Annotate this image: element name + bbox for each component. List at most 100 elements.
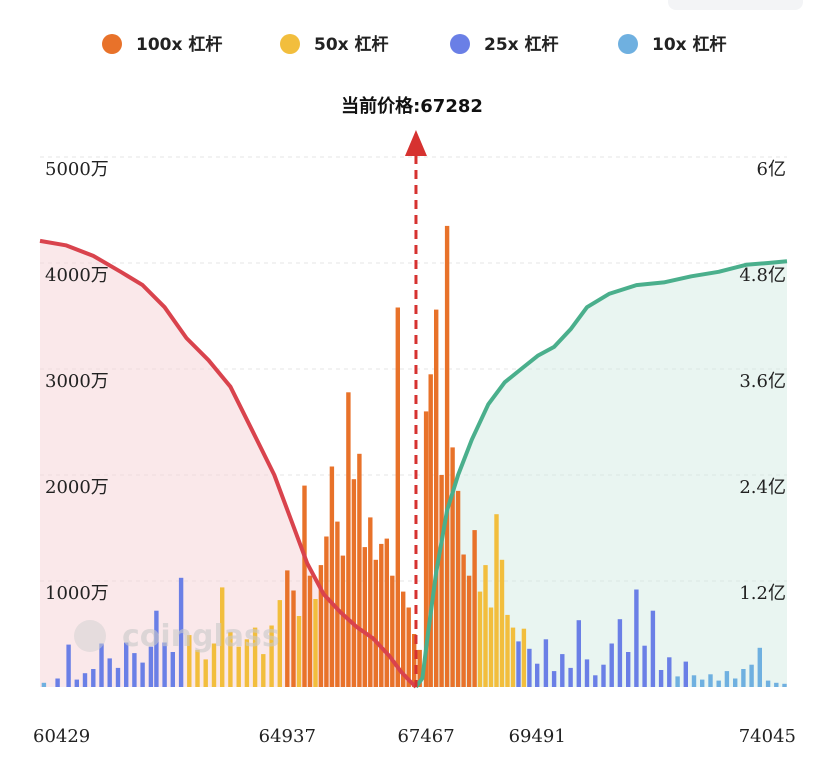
bar-89: [658, 670, 664, 687]
bar-47: [384, 538, 389, 687]
bar-73: [527, 648, 532, 687]
bar-57: [439, 475, 444, 687]
cumulative-short-area: [40, 240, 416, 687]
bar-53: [417, 649, 422, 687]
bar-75: [543, 639, 549, 687]
bar-32: [302, 485, 307, 687]
watermark: coinglass: [74, 619, 280, 654]
bar-99: [741, 669, 746, 687]
bar-31: [296, 616, 302, 687]
bar-3: [74, 679, 79, 687]
bar-4: [82, 673, 88, 687]
cumulative-short-line: [39, 238, 418, 689]
bar-24: [244, 639, 250, 687]
bar-9: [124, 642, 129, 687]
legend-label-25x: 25x 杠杆: [484, 34, 559, 55]
bar-2: [66, 644, 71, 687]
bar-76: [551, 671, 557, 687]
bar-34: [313, 599, 318, 687]
bar-93: [691, 675, 697, 687]
right-tick-label: 2.4亿: [739, 477, 786, 498]
left-tick-label: 2000万: [45, 477, 109, 498]
current-price-arrow: [404, 130, 427, 156]
bar-63: [472, 530, 477, 687]
bar-88: [650, 610, 656, 687]
bar-18: [195, 649, 200, 687]
bar-11: [140, 662, 145, 687]
current-price-label: 当前价格:67282: [341, 95, 483, 117]
legend-item-50x[interactable]: 50x 杠杆: [280, 34, 389, 55]
bar-55: [428, 374, 433, 687]
right-tick-label: 1.2亿: [739, 583, 786, 604]
bar-7: [107, 658, 112, 687]
bar-95: [708, 674, 713, 687]
bar-67: [494, 514, 499, 687]
bar-104: [782, 683, 787, 687]
bar-58: [444, 225, 450, 687]
bar-82: [601, 664, 606, 687]
bar-86: [634, 589, 639, 687]
right-tick-label: 3.6亿: [739, 371, 786, 392]
bar-20: [211, 643, 217, 687]
bar-25: [252, 627, 258, 687]
right-axis: 1.2亿 2.4亿 3.6亿 4.8亿 6亿: [739, 159, 786, 604]
bar-13: [154, 610, 159, 687]
legend-item-25x[interactable]: 25x 杠杆: [450, 34, 559, 55]
bar-46: [379, 543, 384, 687]
bar-41: [351, 479, 357, 687]
bar-98: [733, 678, 738, 687]
watermark-logo-icon: [74, 620, 106, 652]
cumulative-long-area: [416, 261, 787, 687]
bar-50: [401, 591, 406, 687]
bar-60: [455, 490, 461, 687]
bar-0: [41, 682, 47, 687]
right-tick-label: 6亿: [757, 159, 786, 180]
bar-92: [683, 661, 688, 687]
bar-84: [617, 619, 623, 687]
bar-22: [228, 631, 233, 687]
bar-43: [362, 547, 367, 687]
bar-51: [406, 607, 411, 687]
bar-71: [516, 641, 521, 687]
bar-15: [170, 652, 175, 687]
bar-8: [115, 667, 121, 687]
bar-36: [324, 536, 329, 687]
bar-79: [576, 620, 581, 687]
bar-90: [667, 657, 672, 687]
bar-81: [593, 675, 598, 687]
bar-101: [757, 647, 762, 687]
bar-38: [335, 521, 340, 687]
legend-label-10x: 10x 杠杆: [652, 34, 727, 55]
bar-62: [466, 575, 472, 687]
x-tick-label: 64937: [259, 726, 316, 747]
bar-70: [510, 627, 516, 687]
bar-35: [318, 565, 324, 687]
bar-10: [132, 653, 137, 687]
bar-61: [461, 554, 466, 687]
bar-14: [162, 642, 167, 687]
x-tick-label: 67467: [397, 726, 454, 747]
bar-17: [187, 635, 192, 687]
legend: 100x 杠杆 50x 杠杆 25x 杠杆 10x 杠杆: [102, 34, 727, 55]
bar-59: [450, 447, 455, 687]
left-tick-label: 3000万: [45, 371, 109, 392]
bar-64: [477, 591, 483, 687]
legend-label-50x: 50x 杠杆: [314, 34, 389, 55]
top-corner-panel: [668, 0, 803, 10]
x-axis: 60429 64937 67467 69491 74045: [33, 726, 796, 747]
legend-swatch-25x: [450, 34, 470, 54]
liquidation-bars: [41, 225, 787, 687]
bar-65: [483, 565, 488, 687]
bar-37: [329, 466, 335, 687]
bar-102: [765, 680, 771, 687]
bar-83: [609, 643, 614, 687]
bar-52: [412, 634, 417, 687]
legend-item-10x[interactable]: 10x 杠杆: [618, 34, 727, 55]
left-axis: 1000万 2000万 3000万 4000万 5000万: [45, 159, 109, 604]
bar-78: [568, 667, 573, 687]
legend-item-100x[interactable]: 100x 杠杆: [102, 34, 222, 55]
bar-56: [434, 309, 439, 687]
bar-16: [178, 577, 184, 687]
left-tick-label: 4000万: [45, 265, 109, 286]
bar-12: [148, 646, 154, 687]
